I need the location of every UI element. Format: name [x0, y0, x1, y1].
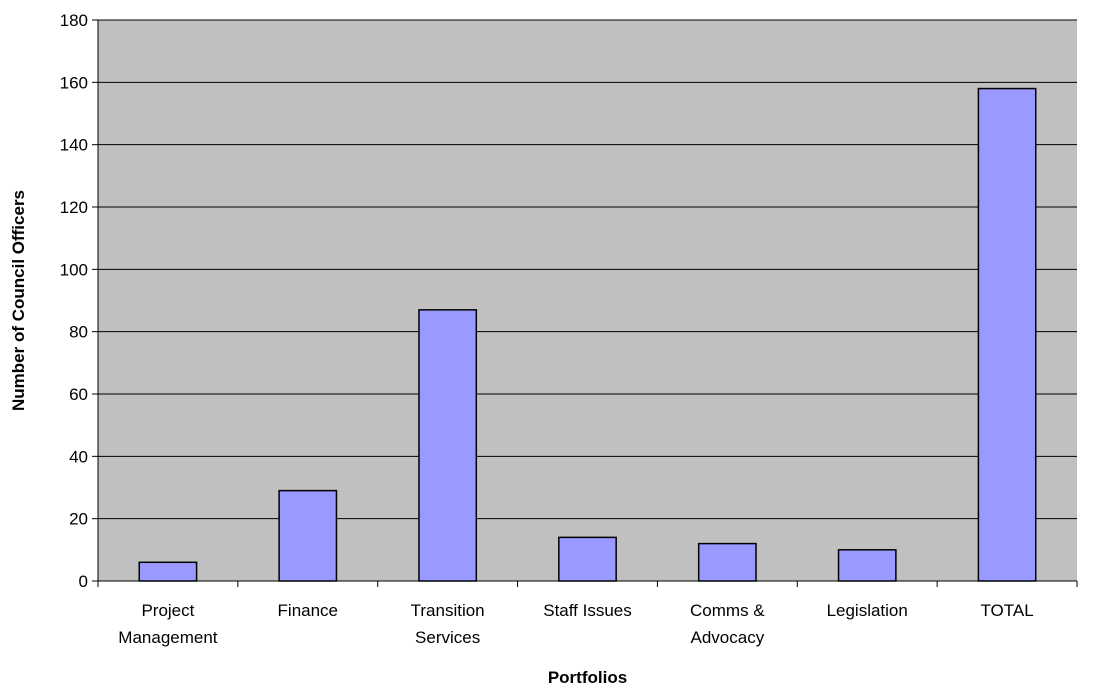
y-tick-label: 100	[60, 260, 88, 279]
y-tick-label: 180	[60, 11, 88, 30]
x-tick-label: Comms & Advocacy	[690, 601, 765, 647]
y-tick-label: 0	[79, 572, 88, 591]
bar	[697, 542, 757, 582]
y-tick-label: 160	[60, 73, 88, 92]
x-tick-label-line: Finance	[278, 601, 338, 620]
x-tick-label-line: Advocacy	[691, 628, 765, 647]
bar	[558, 536, 617, 582]
bar	[837, 549, 897, 582]
x-tick-label-line: TOTAL	[980, 601, 1033, 620]
plot-area	[98, 20, 1077, 581]
x-tick-label: TOTAL	[980, 601, 1033, 620]
x-tick-label: Project Management	[118, 601, 218, 647]
y-tick-label: 80	[69, 323, 88, 342]
gridlines	[98, 19, 1077, 520]
x-tick-label-line: Project	[141, 601, 194, 620]
x-tick-label: Finance	[278, 601, 338, 620]
y-tick-label: 60	[69, 385, 88, 404]
x-tick-label: Legislation	[827, 601, 908, 620]
y-tick-label: 140	[60, 136, 88, 155]
y-tick-label: 20	[69, 510, 88, 529]
x-tick-label-line: Legislation	[827, 601, 908, 620]
x-tick-labels: Project Management Finance Transition Servic…	[118, 601, 1033, 647]
bar	[418, 309, 478, 582]
x-tick-label-line: Staff Issues	[543, 601, 632, 620]
y-tick-label: 40	[69, 447, 88, 466]
x-axis-title: Portfolios	[548, 668, 627, 687]
x-tick-label-line: Transition	[411, 601, 485, 620]
bar	[138, 561, 198, 582]
x-tick-label-line: Management	[118, 628, 218, 647]
bar	[977, 87, 1037, 582]
x-tick-label-line: Services	[415, 628, 480, 647]
y-tick-labels: 0 20 40 60 80 100 120 140 160 180	[60, 11, 88, 591]
axes	[92, 19, 1078, 587]
x-tick-label: Transition Services	[411, 601, 485, 647]
x-tick-label: Staff Issues	[543, 601, 632, 620]
x-tick-label-line: Comms &	[690, 601, 765, 620]
y-axis-title: Number of Council Officers	[9, 190, 28, 411]
y-tick-label: 120	[60, 198, 88, 217]
bar	[278, 489, 338, 582]
